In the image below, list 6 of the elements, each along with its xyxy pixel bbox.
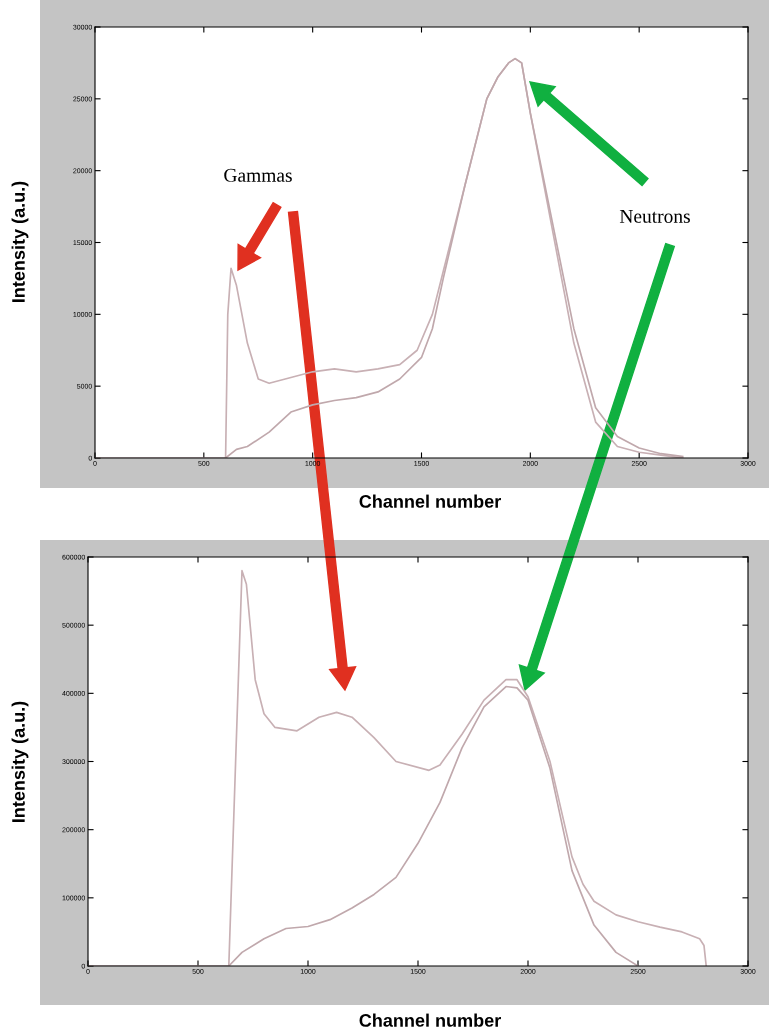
annotation: Gammas [224,168,292,182]
x-axis-title: Channel number [359,1013,501,1027]
x-axis-title: Channel number [359,494,501,508]
y-axis-title: Intensity (a.u.) [11,701,29,822]
annotation: Neutrons [619,209,690,223]
y-axis-title: Intensity (a.u.) [11,181,29,302]
